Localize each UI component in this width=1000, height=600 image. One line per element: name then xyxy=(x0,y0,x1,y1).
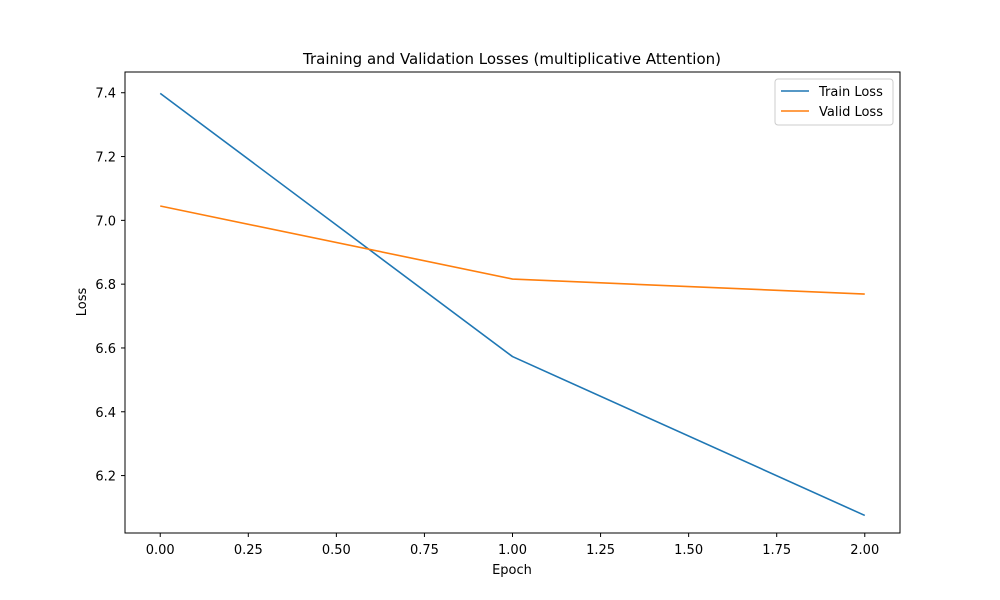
axes-frame xyxy=(124,71,901,534)
x-axis-label: Epoch xyxy=(492,563,532,578)
y-tick-label: 7.2 xyxy=(95,151,116,166)
y-tick-label: 6.6 xyxy=(95,342,116,357)
y-tick-label: 7.0 xyxy=(95,214,116,229)
x-tick-label: 2.00 xyxy=(850,543,879,558)
y-tick-label: 6.2 xyxy=(95,470,116,485)
legend: Train Loss Valid Loss xyxy=(774,78,894,126)
y-axis-label: Loss xyxy=(75,288,90,317)
legend-label: Valid Loss xyxy=(819,105,883,120)
x-tick-label: 0.00 xyxy=(146,543,175,558)
y-tick-label: 7.4 xyxy=(95,87,116,102)
x-tick-label: 1.75 xyxy=(762,543,791,558)
y-tick-label: 6.8 xyxy=(95,278,116,293)
chart-title: Training and Validation Losses (multipli… xyxy=(302,50,721,68)
x-tick-label: 0.50 xyxy=(322,543,351,558)
x-tick-label: 1.00 xyxy=(498,543,527,558)
series-line-valid-loss xyxy=(160,205,865,295)
legend-label: Train Loss xyxy=(818,85,883,100)
x-tick-label: 1.50 xyxy=(674,543,703,558)
y-tick-label: 6.4 xyxy=(95,406,116,421)
x-tick-label: 1.25 xyxy=(586,543,615,558)
x-tick-label: 0.25 xyxy=(234,543,263,558)
x-tick-label: 0.75 xyxy=(410,543,439,558)
series-line-train-loss xyxy=(159,92,866,517)
plot-area: 0.00 0.25 0.50 0.75 1.00 1.25 1.50 1.75 2.00 6.2 6… xyxy=(95,71,901,558)
